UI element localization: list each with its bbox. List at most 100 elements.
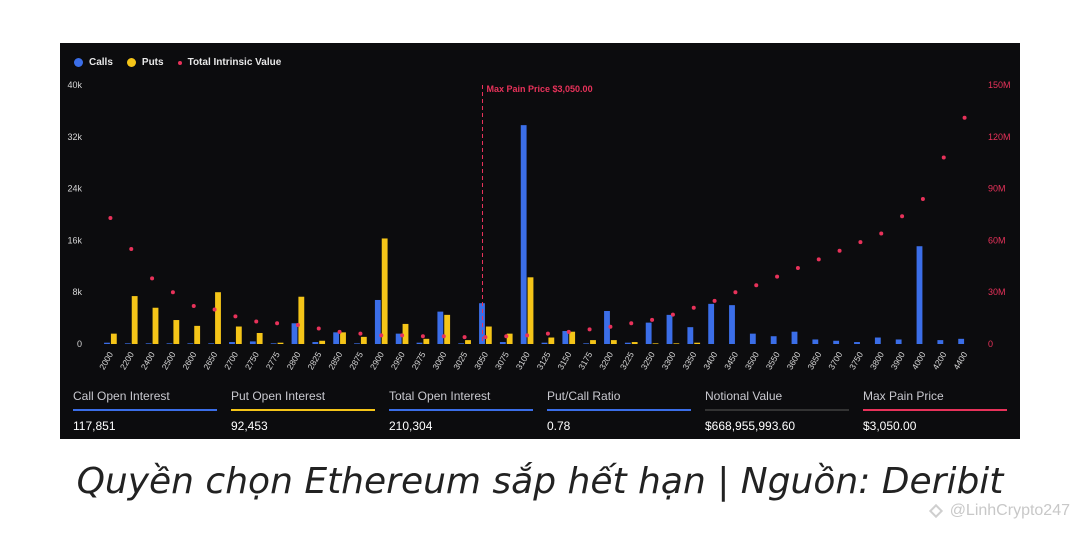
- stat-label: Put/Call Ratio: [547, 389, 621, 403]
- stat-value: 117,851: [73, 419, 116, 433]
- intrinsic-value-point: [566, 329, 571, 334]
- calls-bar: [312, 342, 319, 344]
- puts-bar: [256, 332, 263, 344]
- calls-bar: [687, 327, 694, 344]
- stat-value: $3,050.00: [863, 419, 917, 433]
- x-tick-label: 2775: [264, 350, 282, 372]
- max-pain-label: Max Pain Price $3,050.00: [487, 84, 593, 94]
- intrinsic-value-point: [483, 335, 488, 340]
- x-tick-label: 3175: [576, 350, 594, 372]
- stat-put-call-ratio: Put/Call Ratio 0.78: [547, 389, 705, 433]
- calls-bar: [729, 305, 735, 344]
- calls-bar: [458, 343, 465, 344]
- y-right-tick-label: 0: [988, 339, 993, 349]
- puts-bar: [235, 326, 242, 344]
- puts-bar: [610, 340, 617, 344]
- x-tick-label: 3225: [618, 350, 636, 372]
- x-tick-label: 2850: [326, 350, 344, 372]
- legend-puts[interactable]: Puts: [126, 57, 164, 68]
- calls-bar: [187, 343, 194, 344]
- stat-underline: [231, 409, 375, 411]
- intrinsic-value-point: [920, 196, 925, 201]
- x-tick-label: 3150: [555, 350, 573, 372]
- x-tick-label: 2000: [97, 350, 115, 372]
- intrinsic-value-point: [941, 155, 946, 160]
- x-tick-label: 3800: [868, 350, 886, 372]
- calls-bar: [124, 343, 131, 344]
- stat-label: Max Pain Price: [863, 389, 944, 403]
- calls-bar: [937, 340, 944, 344]
- puts-bar: [277, 342, 284, 344]
- x-tick-label: 2875: [347, 350, 365, 372]
- chart-legend: Calls Puts Total Intrinsic Value: [74, 57, 281, 68]
- stat-put-oi: Put Open Interest 92,453: [231, 389, 389, 433]
- y-right-tick-label: 90M: [988, 184, 1006, 194]
- y-right-tick-label: 30M: [988, 287, 1006, 297]
- puts-bar: [298, 296, 305, 344]
- intrinsic-value-point: [545, 331, 550, 336]
- puts-bar: [444, 314, 451, 344]
- stat-value: $668,955,993.60: [705, 419, 796, 433]
- x-tick-label: 2825: [305, 350, 323, 372]
- x-tick-label: 3200: [597, 350, 615, 372]
- calls-bar: [104, 342, 110, 344]
- y-left-tick-label: 8k: [72, 287, 82, 297]
- y-left-tick-label: 24k: [67, 184, 82, 194]
- watermark-text: @LinhCrypto247: [949, 502, 1070, 519]
- intrinsic-swatch: [177, 60, 182, 65]
- intrinsic-value-point: [712, 298, 717, 303]
- puts-bar: [110, 333, 117, 344]
- calls-bar: [166, 343, 173, 344]
- y-right-tick-label: 60M: [988, 235, 1006, 245]
- legend-calls[interactable]: Calls: [74, 57, 113, 68]
- legend-puts-label: Puts: [141, 57, 164, 68]
- y-right-tick-label: 150M: [988, 80, 1011, 90]
- puts-bar: [152, 307, 159, 344]
- intrinsic-value-point: [504, 334, 509, 339]
- stat-value: 0.78: [547, 419, 571, 433]
- calls-bar: [624, 342, 631, 344]
- calls-bar: [854, 342, 860, 344]
- x-tick-label: 4000: [910, 350, 928, 372]
- x-tick-label: 3650: [805, 350, 823, 372]
- puts-bar: [485, 326, 492, 344]
- legend-intrinsic[interactable]: Total Intrinsic Value: [177, 57, 281, 68]
- stat-underline: [547, 409, 691, 411]
- calls-bar: [541, 342, 548, 344]
- calls-bar: [437, 311, 444, 344]
- x-tick-label: 2975: [410, 350, 428, 372]
- intrinsic-value-point: [191, 304, 196, 309]
- intrinsic-value-point: [337, 329, 342, 334]
- calls-bar: [374, 299, 381, 344]
- calls-bar: [416, 342, 423, 344]
- x-tick-label: 3025: [451, 350, 469, 372]
- stat-notional-value: Notional Value $668,955,993.60: [705, 389, 863, 433]
- intrinsic-value-point: [379, 333, 384, 338]
- puts-bar: [194, 325, 201, 344]
- intrinsic-value-point: [629, 321, 634, 326]
- stat-underline: [73, 409, 217, 411]
- calls-bar: [354, 343, 360, 344]
- puts-bar: [631, 342, 638, 344]
- intrinsic-value-point: [316, 326, 321, 331]
- calls-bar: [499, 342, 506, 344]
- x-tick-label: 2700: [222, 350, 240, 372]
- stat-label: Put Open Interest: [231, 389, 326, 403]
- stat-label: Notional Value: [705, 389, 783, 403]
- puts-bar: [131, 296, 138, 344]
- intrinsic-value-point: [233, 314, 238, 319]
- stat-value: 210,304: [389, 419, 433, 433]
- intrinsic-value-point: [962, 115, 967, 120]
- puts-bar: [340, 332, 346, 344]
- calls-bar: [249, 341, 256, 344]
- y-right-tick-label: 120M: [988, 132, 1011, 142]
- x-tick-label: 2750: [243, 350, 261, 372]
- intrinsic-value-point: [587, 327, 592, 332]
- x-tick-label: 3350: [680, 350, 698, 372]
- intrinsic-value-point: [462, 335, 467, 340]
- intrinsic-value-point: [670, 312, 675, 317]
- calls-bar: [270, 343, 277, 344]
- watermark: @LinhCrypto247: [928, 502, 1070, 520]
- intrinsic-value-point: [358, 331, 363, 336]
- binance-logo-icon: [928, 503, 944, 519]
